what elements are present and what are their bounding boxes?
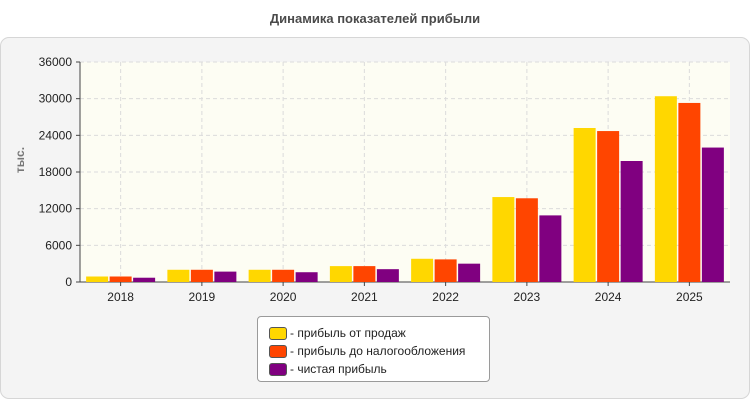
- x-tick-labels: 2018 2019 2020 2021 2022 2023 2024 2025: [107, 282, 703, 304]
- bar-2-2022: [434, 259, 457, 282]
- bar-1-2021: [329, 266, 352, 282]
- bar-2-2019: [190, 269, 213, 282]
- legend-swatch: [269, 326, 287, 340]
- legend-label: - чистая прибыль: [290, 362, 387, 376]
- bar-1-2018: [86, 276, 109, 282]
- x-tick-label: 2025: [676, 290, 703, 304]
- y-tick-label: 30000: [39, 92, 73, 106]
- bar-3-2023: [539, 215, 562, 282]
- x-tick-label: 2023: [514, 290, 541, 304]
- legend-label: - прибыль от продаж: [290, 326, 406, 340]
- legend-swatch: [269, 362, 287, 376]
- bar-1-2025: [654, 96, 677, 282]
- bar-1-2023: [492, 197, 515, 282]
- x-tick-label: 2024: [595, 290, 622, 304]
- bar-1-2024: [573, 128, 596, 282]
- y-tick-labels: 0 6000 12000 18000 24000 30000 36000: [39, 55, 80, 289]
- bar-1-2022: [411, 258, 434, 282]
- legend-swatch: [269, 344, 287, 358]
- x-tick-label: 2019: [189, 290, 216, 304]
- y-tick-label: 0: [65, 275, 72, 289]
- legend-item: - чистая прибыль: [269, 360, 489, 378]
- bar-2-2024: [597, 131, 620, 282]
- legend: - прибыль от продаж - прибыль до налогооб…: [257, 316, 490, 382]
- x-tick-label: 2022: [432, 290, 459, 304]
- x-tick-label: 2021: [351, 290, 378, 304]
- chart-title: Динамика показателей прибыли: [269, 11, 481, 26]
- y-axis-label: тыс.: [13, 147, 27, 173]
- legend-item: - прибыль от продаж: [269, 324, 489, 342]
- bar-3-2022: [458, 263, 481, 282]
- x-tick-label: 2020: [270, 290, 297, 304]
- bar-3-2020: [295, 272, 318, 282]
- bar-2-2021: [353, 266, 376, 282]
- bar-3-2021: [376, 269, 399, 282]
- legend-label: - прибыль до налогообложения: [290, 344, 466, 358]
- y-tick-label: 36000: [39, 55, 73, 69]
- x-tick-label: 2018: [107, 290, 134, 304]
- y-tick-label: 24000: [39, 128, 73, 142]
- bar-2-2020: [272, 269, 295, 282]
- y-tick-label: 12000: [39, 202, 73, 216]
- bar-1-2020: [248, 269, 271, 282]
- bar-3-2024: [620, 161, 643, 282]
- bar-2-2018: [109, 276, 132, 282]
- bar-3-2025: [701, 147, 724, 282]
- bar-2-2023: [515, 198, 538, 282]
- y-tick-label: 18000: [39, 165, 73, 179]
- y-tick-label: 6000: [45, 238, 72, 252]
- bar-3-2019: [214, 271, 237, 282]
- legend-item: - прибыль до налогообложения: [269, 342, 489, 360]
- bar-3-2018: [133, 277, 156, 282]
- bar-2-2025: [678, 102, 701, 282]
- bar-1-2019: [167, 269, 190, 282]
- bars-group: [86, 96, 724, 282]
